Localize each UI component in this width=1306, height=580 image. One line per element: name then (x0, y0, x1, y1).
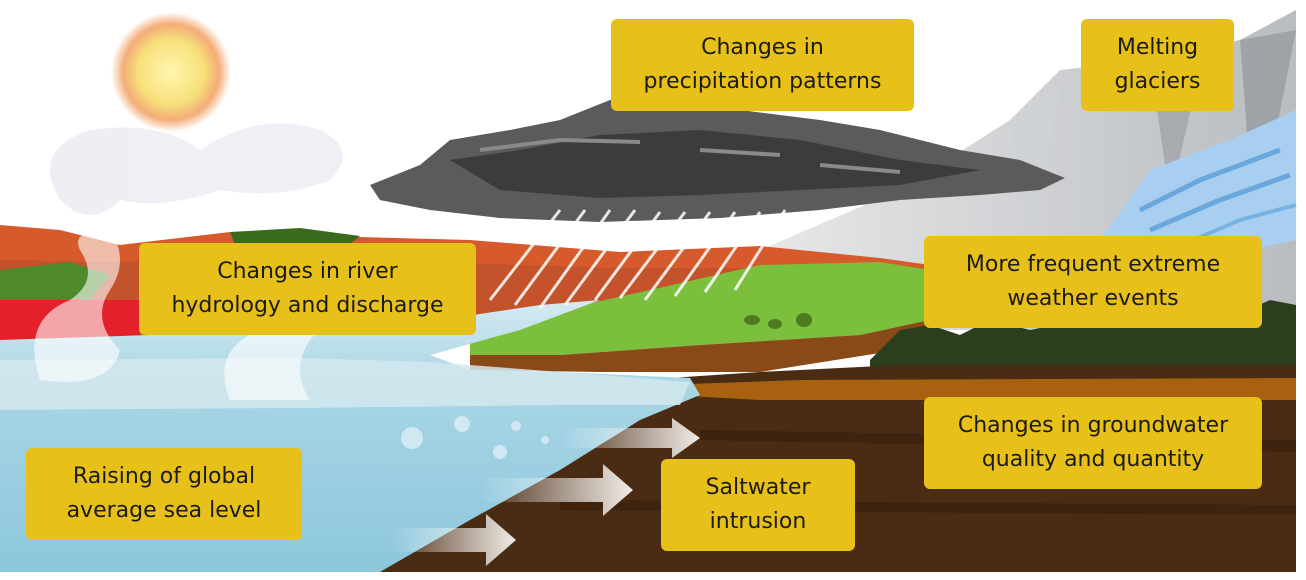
sun (111, 12, 231, 132)
label-extreme-weather: More frequent extreme weather events (924, 236, 1262, 328)
label-melting-glaciers: Melting glaciers (1081, 19, 1234, 111)
label-line: quality and quantity (981, 447, 1205, 472)
label-line: Changes in river (217, 259, 398, 284)
label-sea-level: Raising of global average sea level (26, 448, 302, 540)
label-river-hydrology: Changes in river hydrology and discharge (139, 243, 476, 335)
saltwater-arrows (390, 418, 700, 566)
label-line: Melting (1116, 35, 1199, 60)
label-line: Changes in (701, 35, 824, 60)
label-line: weather events (1007, 286, 1179, 311)
rain (488, 209, 787, 309)
label-line: glaciers (1114, 69, 1201, 94)
label-line: Saltwater (705, 475, 811, 500)
label-line: Changes in groundwater (957, 413, 1229, 438)
label-saltwater-intrusion: Saltwater intrusion (661, 459, 855, 551)
green-valley (470, 262, 930, 372)
label-line: Raising of global (72, 464, 256, 489)
label-line: More frequent extreme (965, 252, 1221, 277)
label-line: precipitation patterns (643, 69, 882, 94)
label-line: average sea level (66, 498, 262, 523)
label-line: intrusion (709, 509, 807, 534)
storm-cloud (370, 100, 1065, 222)
label-groundwater: Changes in groundwater quality and quanti… (924, 397, 1262, 489)
label-precipitation-patterns: Changes in precipitation patterns (611, 19, 914, 111)
label-line: hydrology and discharge (171, 293, 444, 318)
